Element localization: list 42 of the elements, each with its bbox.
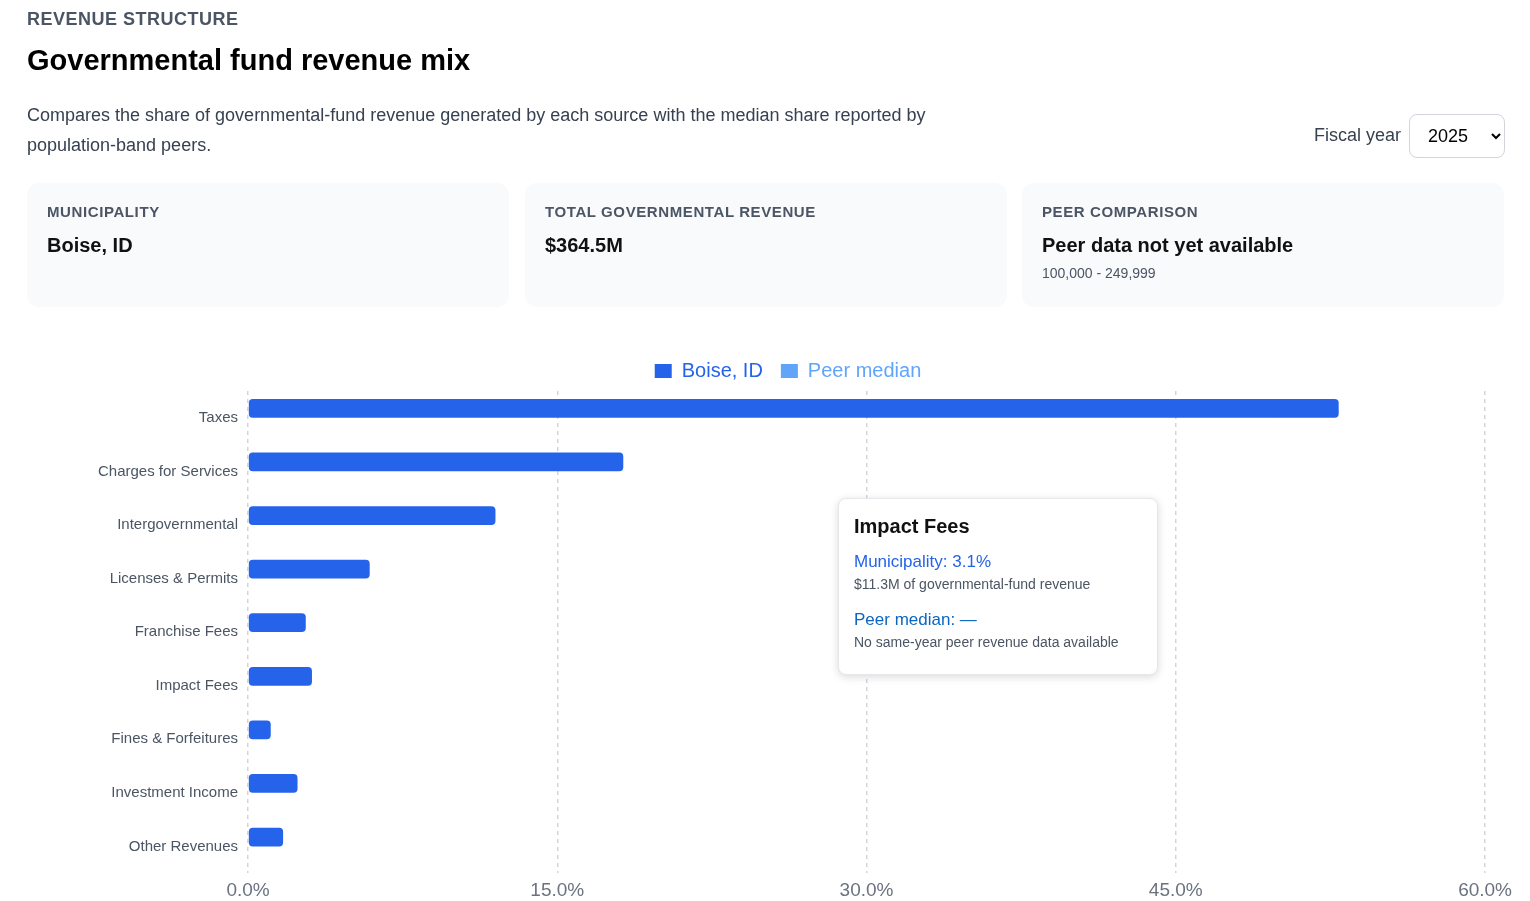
x-tick-label: 0.0% (226, 878, 270, 900)
y-tick-label: Taxes (198, 407, 239, 425)
y-tick-label: Franchise Fees (134, 622, 239, 640)
annotation: No same-year peer revenue data available (854, 634, 1120, 650)
y-tick-label: Other Revenues (128, 836, 239, 854)
chart-subtitle: Compares the share of governmental-fund revenue generated by each source with the median share reported by population-band peers. (27, 104, 927, 157)
annotation: Municipality: 3.1% (854, 552, 992, 572)
chart-title: Governmental fund revenue mix (27, 44, 471, 77)
bar (248, 666, 312, 686)
bar (248, 559, 370, 579)
x-tick-label: 45.0% (1148, 878, 1203, 900)
annotation: $11.3M of governmental-fund revenue (854, 576, 1092, 592)
x-tick-label: 30.0% (839, 878, 894, 900)
x-tick-label: 15.0% (530, 878, 585, 900)
bar (248, 506, 496, 525)
bar (248, 452, 624, 472)
y-tick-label: Charges for Services (97, 461, 239, 479)
x-tick-label: 60.0% (1458, 878, 1513, 900)
legend-label: Peer median (807, 358, 922, 381)
text: 2025 (1409, 114, 1505, 158)
text: Boise, ID (47, 234, 134, 257)
text: Fiscal year (1314, 125, 1402, 146)
text: PEER COMPARISON (1042, 203, 1200, 220)
y-tick-label: Intergovernmental (117, 515, 239, 533)
bar (248, 827, 284, 847)
y-tick-label: Licenses & Permits (109, 568, 239, 586)
text: 100,000 - 249,999 (1042, 265, 1157, 281)
bar (248, 720, 271, 740)
text: Peer data not yet available (1042, 234, 1295, 257)
annotation: Impact Fees (854, 515, 971, 538)
text: $364.5M (545, 234, 624, 257)
y-tick-label: Fines & Forfeitures (111, 729, 239, 747)
legend-label: Boise, ID (681, 358, 763, 381)
text: MUNICIPALITY (47, 203, 161, 220)
bar (248, 399, 1339, 418)
bar (248, 613, 306, 633)
text: REVENUE STRUCTURE (27, 9, 239, 30)
y-tick-label: Impact Fees (155, 675, 239, 693)
text: TOTAL GOVERNMENTAL REVENUE (545, 203, 817, 220)
y-tick-label: Investment Income (111, 782, 239, 800)
bar (248, 774, 298, 793)
annotation: Peer median: — (854, 610, 978, 630)
